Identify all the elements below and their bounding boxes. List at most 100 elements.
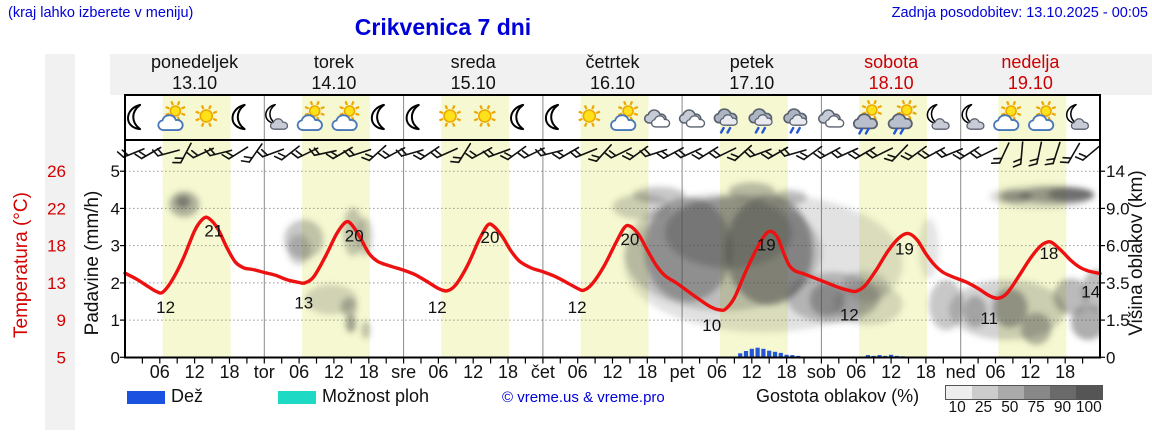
svg-text:sob: sob: [807, 362, 836, 382]
density-scale-segment: [1076, 386, 1102, 399]
weather-icon-sun-cloud: [1028, 100, 1057, 132]
menu-hint-text: (kraj lahko izberete v meniju): [8, 5, 194, 21]
svg-text:9: 9: [57, 311, 66, 330]
day-date: 15.10: [451, 73, 496, 93]
svg-text:1: 1: [111, 311, 120, 330]
cloud-layer: [169, 182, 1099, 345]
rain-bars: [738, 347, 905, 357]
svg-text:18: 18: [359, 362, 379, 382]
svg-text:12: 12: [185, 362, 205, 382]
svg-text:20: 20: [481, 228, 500, 247]
density-scale-segment: [998, 386, 1024, 399]
svg-text:13: 13: [47, 274, 66, 293]
day-date: 17.10: [729, 73, 774, 93]
weather-icon-moon: [370, 103, 385, 131]
weather-icon-sun-cloud: [610, 100, 639, 132]
svg-text:pet: pet: [670, 362, 695, 382]
weather-icon-sun-cloud: [993, 100, 1022, 132]
day-name: četrtek: [585, 52, 640, 72]
svg-text:12: 12: [428, 298, 447, 317]
density-scale-value: 50: [1001, 399, 1019, 416]
weather-icon-cloud-rain: [713, 108, 738, 134]
svg-text:06: 06: [707, 362, 727, 382]
showers-legend-swatch: [278, 391, 316, 404]
svg-text:5: 5: [57, 348, 66, 367]
svg-text:3.5: 3.5: [1106, 274, 1130, 293]
showers-legend-label: Možnost ploh: [322, 386, 430, 406]
cloud-density-legend-label: Gostota oblakov (%): [756, 386, 920, 406]
svg-text:18: 18: [1039, 244, 1058, 263]
weather-icon-sun: [438, 104, 462, 128]
svg-text:18: 18: [1055, 362, 1075, 382]
svg-text:sre: sre: [391, 362, 416, 382]
svg-text:11: 11: [980, 309, 998, 328]
svg-text:14: 14: [1081, 282, 1100, 301]
svg-text:18: 18: [47, 237, 66, 256]
weather-icon-moon: [231, 103, 246, 131]
svg-text:3: 3: [111, 237, 120, 256]
svg-text:06: 06: [568, 362, 588, 382]
day-name: ponedeljek: [151, 52, 239, 72]
weather-icon-moon-cloud: [926, 103, 950, 130]
weather-icon-cloud: [818, 109, 845, 128]
svg-text:1.5: 1.5: [1106, 311, 1130, 330]
day-name: petek: [730, 52, 775, 72]
weather-icon-moon: [127, 103, 142, 131]
density-scale-segment: [972, 386, 998, 399]
cloud-height-tick-labels: 0 1.5 3.5 6.0 9.0 14: [1106, 162, 1130, 367]
svg-text:18: 18: [219, 362, 239, 382]
weather-icon-sun-cloud: [157, 100, 186, 132]
svg-text:12: 12: [602, 362, 622, 382]
density-scale-value: 10: [948, 399, 966, 416]
svg-text:12: 12: [568, 298, 587, 317]
svg-text:18: 18: [916, 362, 936, 382]
svg-text:tor: tor: [254, 362, 275, 382]
svg-text:21: 21: [204, 222, 223, 241]
copyright-link[interactable]: © vreme.us & vreme.pro: [502, 389, 665, 406]
weather-icon-cloud: [643, 109, 671, 128]
svg-text:20: 20: [620, 230, 639, 249]
weather-icon-moon-cloud: [961, 103, 985, 130]
svg-text:06: 06: [150, 362, 170, 382]
wind-barbs: [116, 141, 1101, 168]
day-date: 14.10: [311, 73, 356, 93]
weather-icon-moon: [405, 103, 420, 131]
weather-icon-cloud: [678, 109, 706, 128]
svg-text:06: 06: [428, 362, 448, 382]
weather-icon-moon: [544, 103, 559, 131]
density-scale-value: 75: [1027, 399, 1045, 416]
left-axis-background: [45, 54, 75, 430]
svg-text:26: 26: [47, 162, 66, 181]
day-date: 13.10: [172, 73, 217, 93]
precip-tick-labels: 0 1 2 3 4 5: [111, 162, 120, 367]
svg-text:13: 13: [294, 293, 313, 312]
axis-ticks: [120, 170, 1105, 364]
weather-icon-sun-cloud-rain: [887, 99, 917, 135]
svg-text:0: 0: [1106, 348, 1115, 367]
svg-text:12: 12: [156, 298, 175, 317]
day-date: 16.10: [590, 73, 635, 93]
svg-text:12: 12: [840, 306, 859, 325]
page-title: Crikvenica 7 dni: [354, 14, 532, 40]
svg-text:06: 06: [985, 362, 1005, 382]
svg-text:22: 22: [47, 199, 66, 218]
weather-icon-cloud-rain: [783, 108, 808, 134]
svg-text:9.0: 9.0: [1106, 199, 1130, 218]
weather-icon-moon: [510, 103, 525, 131]
temp-value-labels: 12 21 13 20 12 20 12 20 10 19 12 19 11 18 14: [156, 222, 1100, 335]
day-name: sreda: [451, 52, 497, 72]
svg-text:19: 19: [895, 240, 914, 259]
svg-text:06: 06: [846, 362, 866, 382]
weather-icon-sun: [195, 104, 218, 128]
svg-text:19: 19: [757, 236, 776, 255]
day-date: 18.10: [869, 73, 914, 93]
day-date: 19.10: [1008, 73, 1053, 93]
svg-text:18: 18: [777, 362, 797, 382]
cloud-density-values: 10 25 50 75 90 100: [944, 399, 1102, 417]
svg-text:12: 12: [1020, 362, 1040, 382]
svg-text:12: 12: [324, 362, 344, 382]
svg-text:06: 06: [289, 362, 309, 382]
svg-text:20: 20: [345, 226, 364, 245]
weather-icon-sun-cloud: [331, 100, 360, 132]
